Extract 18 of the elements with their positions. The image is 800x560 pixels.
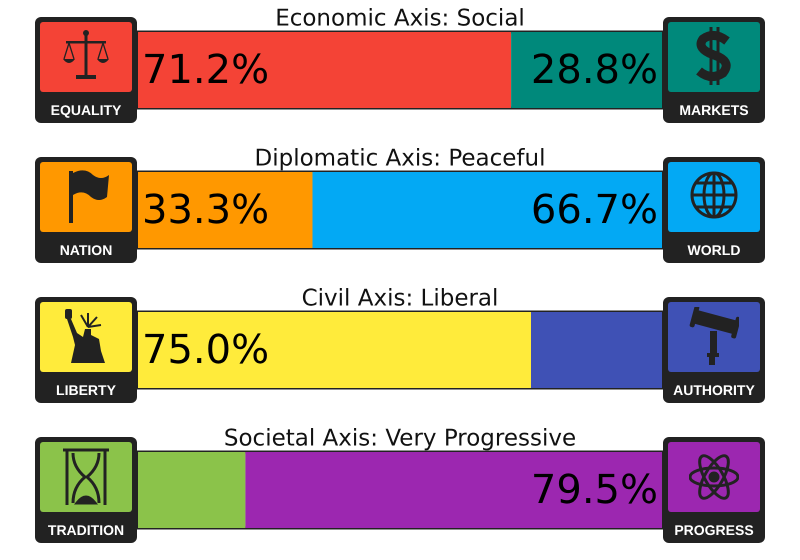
data-label: 75.0% (142, 327, 270, 373)
data-label: 28.8% (530, 47, 658, 93)
series-label: EQUALITY (50, 102, 122, 118)
series-label: AUTHORITY (672, 382, 756, 398)
series-label: PROGRESS (673, 522, 755, 538)
series-label: WORLD (686, 242, 742, 258)
data-label: 33.3% (142, 187, 270, 233)
chart-title: Societal Axis: Very Progressive (224, 426, 576, 452)
data-label: 79.5% (530, 467, 658, 513)
data-label: 71.2% (142, 47, 270, 93)
series-label: LIBERTY (55, 382, 117, 398)
data-label: 66.7% (530, 187, 658, 233)
series-label: MARKETS (678, 102, 750, 118)
series-label: NATION (58, 242, 114, 258)
chart-title: Economic Axis: Social (275, 6, 525, 32)
chart-title: Diplomatic Axis: Peaceful (254, 146, 546, 172)
series-label: TRADITION (46, 522, 126, 538)
chart-title: Civil Axis: Liberal (302, 286, 498, 312)
